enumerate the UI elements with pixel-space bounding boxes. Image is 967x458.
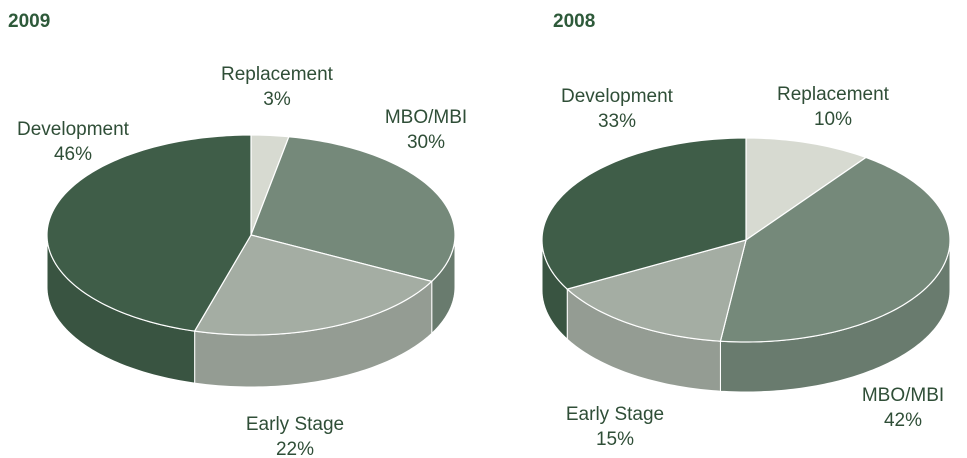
slice-label: MBO/MBI bbox=[862, 385, 944, 406]
slice-label: Development bbox=[561, 86, 674, 107]
pie-slice bbox=[250, 136, 456, 283]
slice-value: 10% bbox=[814, 109, 852, 130]
slice-value: 22% bbox=[276, 439, 314, 458]
pie-slice bbox=[193, 234, 433, 336]
pie-slice bbox=[745, 137, 868, 242]
slice-label: MBO/MBI bbox=[385, 107, 467, 128]
slice-label: Replacement bbox=[221, 64, 334, 85]
pie-slice bbox=[719, 156, 951, 343]
chart-title: 2008 bbox=[553, 11, 595, 32]
slice-label: Early Stage bbox=[246, 414, 344, 435]
slice-label: Development bbox=[17, 119, 130, 140]
slice-value: 42% bbox=[884, 410, 922, 431]
slice-value: 15% bbox=[596, 429, 634, 450]
pie-slice bbox=[566, 239, 747, 342]
slice-label: Early Stage bbox=[566, 404, 664, 425]
slice-value: 46% bbox=[54, 144, 92, 165]
slice-label: Replacement bbox=[777, 84, 890, 105]
slice-value: 3% bbox=[263, 89, 291, 110]
pie-slice bbox=[46, 134, 252, 332]
slice-value: 30% bbox=[407, 132, 445, 153]
pie-slice bbox=[541, 137, 747, 290]
slice-value: 33% bbox=[598, 111, 636, 132]
chart-title: 2009 bbox=[8, 11, 50, 32]
